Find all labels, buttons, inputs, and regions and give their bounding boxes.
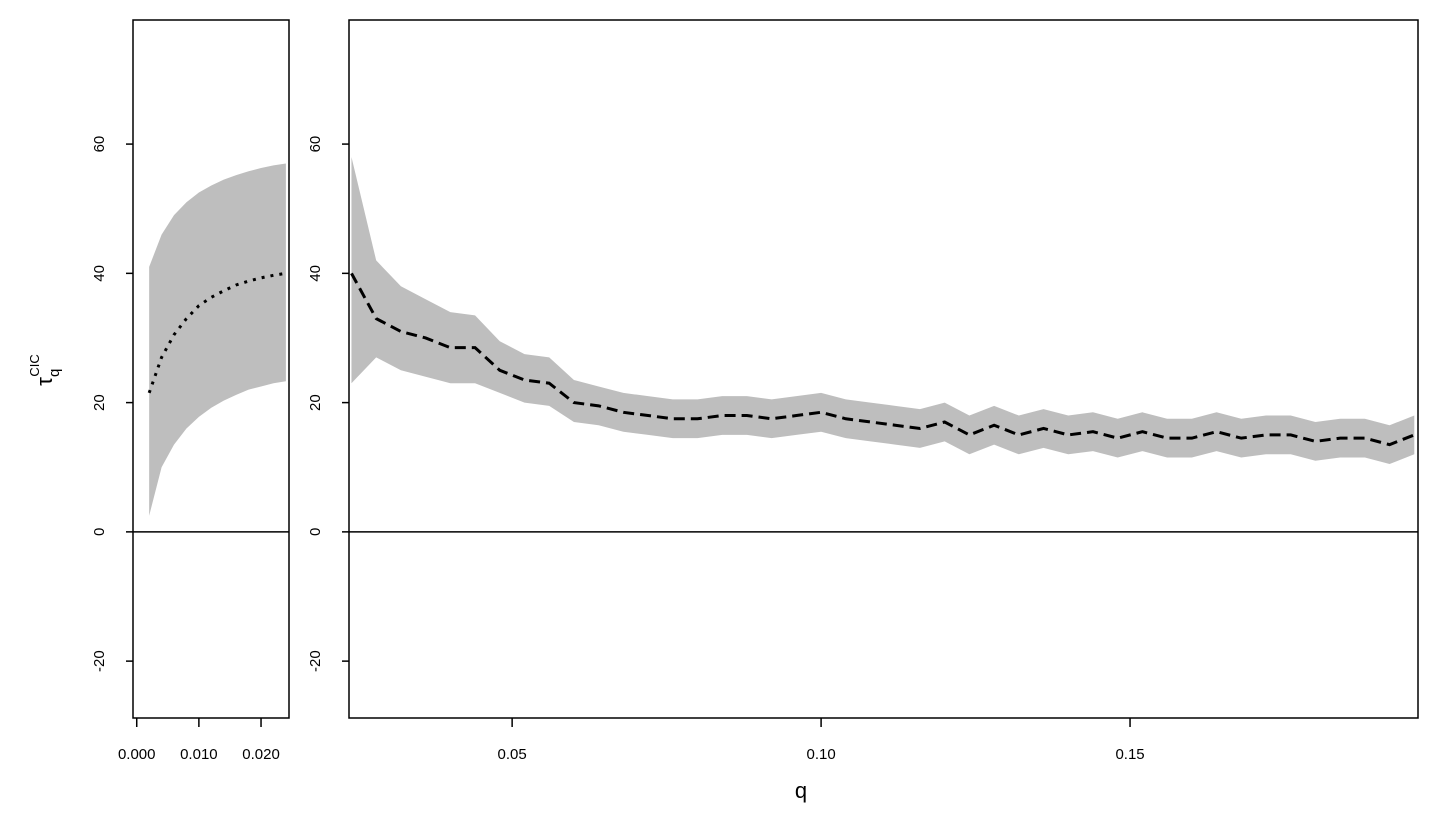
plot-area — [349, 157, 1418, 533]
y-tick-label: 40 — [307, 265, 324, 282]
x-tick-label: 0.000 — [118, 746, 156, 763]
y-tick-label: 60 — [91, 136, 108, 153]
y-tick-label: -20 — [307, 650, 324, 672]
y-label-sub: q — [46, 369, 63, 377]
y-axis-label: τq CIC — [27, 354, 63, 385]
x-tick-label: 0.10 — [806, 746, 835, 763]
y-label-sup: CIC — [27, 354, 42, 376]
confidence-band — [351, 157, 1415, 465]
y-tick-label: 0 — [91, 528, 108, 536]
y-label-base: τ — [32, 377, 57, 386]
x-tick-label: 0.010 — [180, 746, 218, 763]
y-tick-label: 60 — [307, 136, 324, 153]
x-tick-label: 0.05 — [498, 746, 527, 763]
y-tick-label: 0 — [307, 528, 324, 536]
x-tick-label: 0.020 — [242, 746, 280, 763]
plot-frame — [132, 19, 290, 719]
y-tick-label: 20 — [307, 394, 324, 411]
x-tick-label: 0.15 — [1115, 746, 1144, 763]
y-tick-label: 20 — [91, 394, 108, 411]
x-axis-label: q — [795, 778, 807, 803]
series-line — [350, 272, 1415, 447]
plot-area — [133, 163, 289, 533]
plot-frame — [348, 19, 1419, 719]
series-line — [147, 271, 287, 394]
confidence-band — [149, 163, 286, 516]
y-tick-label: 40 — [91, 265, 108, 282]
y-tick-label: -20 — [91, 650, 108, 672]
